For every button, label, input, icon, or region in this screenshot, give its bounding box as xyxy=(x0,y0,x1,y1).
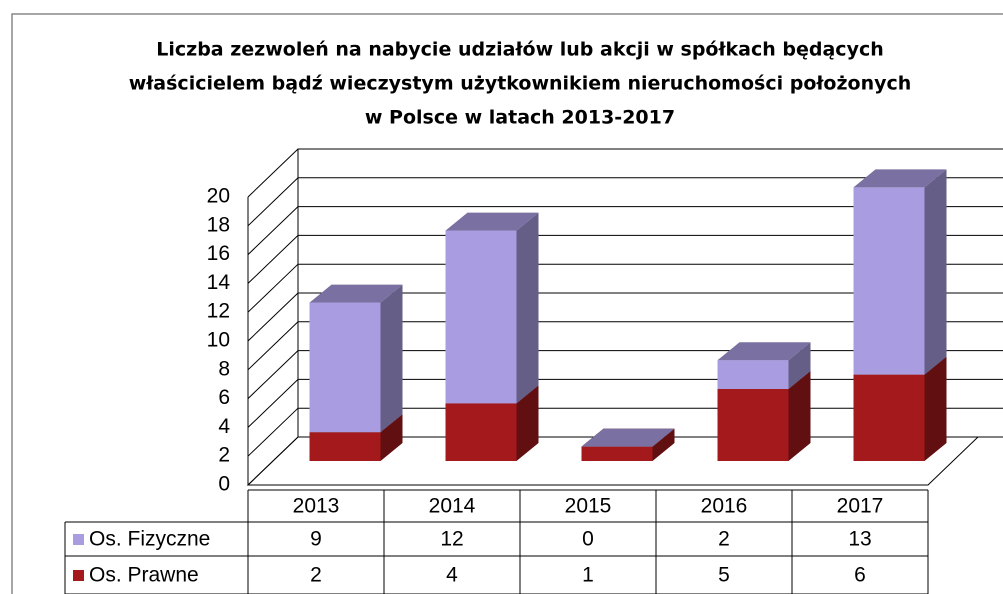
legend-label: Os. Fizyczne xyxy=(89,528,210,551)
legend-label: Os. Prawne xyxy=(89,564,199,587)
y-tick-label: 10 xyxy=(207,329,230,352)
table-value: 13 xyxy=(848,528,871,551)
grid-line xyxy=(247,177,1003,227)
bar xyxy=(581,446,653,461)
legend-swatch xyxy=(73,534,84,545)
table-value: 5 xyxy=(718,564,730,587)
bar xyxy=(309,432,381,461)
bar-side xyxy=(516,212,539,404)
table-value: 0 xyxy=(582,528,594,551)
legend-swatch xyxy=(73,570,84,581)
grid-line xyxy=(247,321,1003,371)
y-tick-label: 4 xyxy=(218,415,230,438)
grid-line xyxy=(247,148,1003,198)
y-tick-label: 6 xyxy=(218,386,230,409)
y-tick-label: 8 xyxy=(218,357,230,380)
table-value: 12 xyxy=(440,528,463,551)
bar-side xyxy=(652,428,675,461)
bar-side xyxy=(380,284,403,433)
y-tick-label: 18 xyxy=(207,213,230,236)
x-tick-label: 2015 xyxy=(565,495,612,518)
table-value: 9 xyxy=(310,528,322,551)
table-value: 2 xyxy=(310,564,322,587)
chart-title: w Polsce w latach 2013-2017 xyxy=(365,107,675,129)
grid-line xyxy=(247,234,1003,284)
bar-top xyxy=(853,169,947,188)
bar-side xyxy=(788,342,811,389)
bar-top xyxy=(581,428,675,447)
x-tick-label: 2016 xyxy=(701,495,748,518)
chart-title: Liczba zezwoleń na nabycie udziałów lub … xyxy=(156,39,884,61)
x-tick-label: 2014 xyxy=(429,495,476,518)
bar-top xyxy=(309,284,403,303)
chart-title: właścicielem bądź wieczystym użytkowniki… xyxy=(129,73,912,95)
table-value: 6 xyxy=(854,564,866,587)
bar-side xyxy=(380,414,403,461)
table-value: 2 xyxy=(718,528,730,551)
y-tick-label: 20 xyxy=(207,185,230,208)
bar xyxy=(853,374,925,461)
bar-side xyxy=(924,169,947,375)
grid-line xyxy=(247,292,1003,342)
bar-side xyxy=(924,356,947,461)
grid-line xyxy=(247,263,1003,313)
bar xyxy=(309,302,381,433)
y-tick-label: 14 xyxy=(207,271,231,294)
table-value: 4 xyxy=(446,564,458,587)
y-tick-label: 12 xyxy=(207,300,230,323)
table-value: 1 xyxy=(582,564,594,587)
bar xyxy=(717,389,789,461)
bar xyxy=(853,187,925,375)
bar xyxy=(445,403,517,461)
bar-side xyxy=(516,385,539,461)
y-tick-label: 16 xyxy=(207,242,230,265)
x-tick-label: 2013 xyxy=(293,495,340,518)
grid-line xyxy=(247,206,1003,255)
bar xyxy=(717,360,789,389)
bar-top xyxy=(445,212,539,231)
y-tick-label: 0 xyxy=(218,473,230,496)
bar xyxy=(445,230,517,404)
x-tick-label: 2017 xyxy=(837,495,884,518)
y-tick-label: 2 xyxy=(218,444,230,467)
bar-top xyxy=(717,342,811,361)
bar-side xyxy=(788,371,811,461)
